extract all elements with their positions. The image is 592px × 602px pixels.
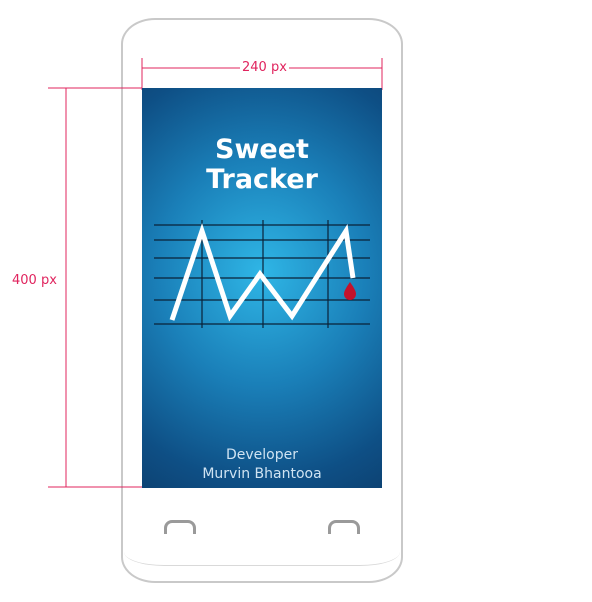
app-title-line2: Tracker	[206, 164, 318, 195]
chart-line	[169, 223, 356, 322]
menu-button-icon[interactable]	[328, 520, 360, 534]
developer-name: Murvin Bhantooa	[202, 466, 322, 482]
back-button-icon[interactable]	[164, 520, 196, 534]
phone-bottom-curve	[124, 505, 400, 566]
height-label: 400 px	[12, 273, 57, 288]
line-chart-icon	[154, 220, 370, 328]
blood-drop-icon	[344, 282, 356, 300]
width-label: 240 px	[240, 60, 289, 75]
app-title-line1: Sweet	[215, 134, 309, 165]
splash-screen: Sweet Tracker Developer Murvin Bhantooa	[142, 88, 382, 488]
developer-label: Developer	[225, 447, 298, 463]
